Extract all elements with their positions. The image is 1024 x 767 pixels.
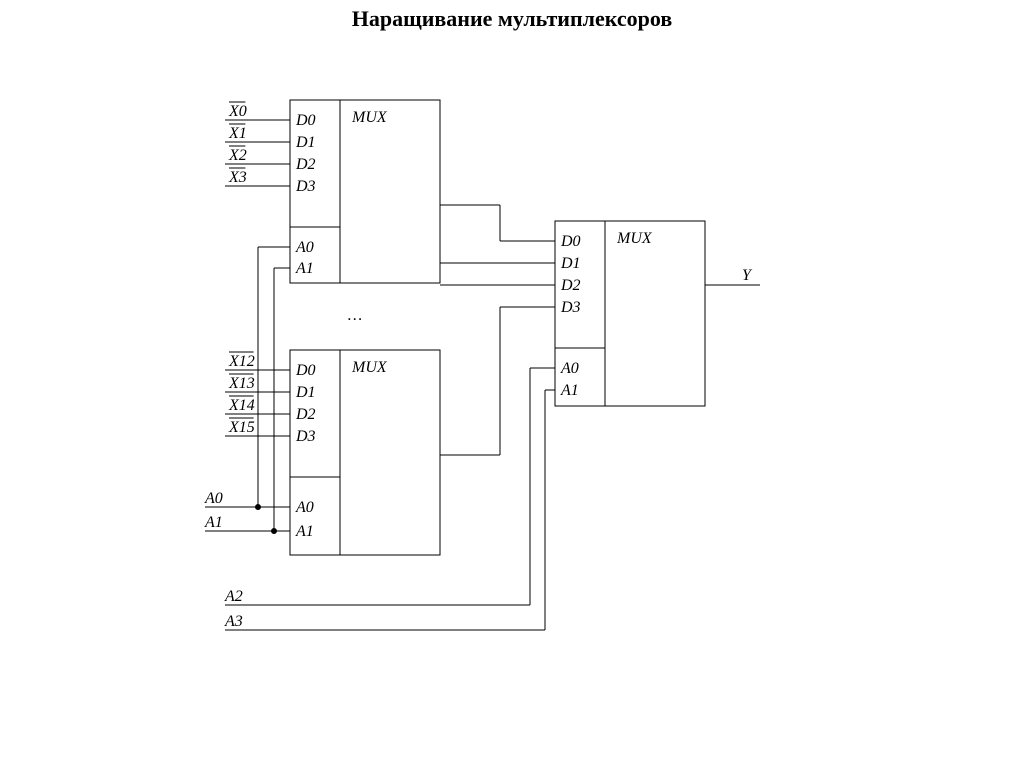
svg-text:D0: D0 [560, 233, 581, 250]
mux3-label: MUX [616, 230, 653, 247]
svg-text:D2: D2 [295, 406, 316, 423]
svg-text:A1: A1 [560, 382, 579, 399]
mux2-label: MUX [351, 359, 388, 376]
svg-text:A0: A0 [560, 360, 579, 377]
svg-text:X14: X14 [228, 397, 255, 414]
svg-text:D1: D1 [295, 384, 316, 401]
svg-text:D3: D3 [295, 428, 316, 445]
svg-text:D3: D3 [560, 299, 581, 316]
svg-text:D3: D3 [295, 178, 316, 195]
svg-text:D2: D2 [560, 277, 581, 294]
svg-text:A3: A3 [224, 613, 243, 630]
svg-text:D0: D0 [295, 362, 316, 379]
svg-text:X2: X2 [228, 147, 247, 164]
svg-text:A1: A1 [204, 514, 223, 531]
mux1-label: MUX [351, 109, 388, 126]
svg-text:D0: D0 [295, 112, 316, 129]
svg-text:X15: X15 [228, 419, 255, 436]
ellipsis: … [348, 307, 362, 324]
svg-text:D1: D1 [560, 255, 581, 272]
output-y-label: Y [742, 267, 753, 284]
svg-text:A0: A0 [295, 499, 314, 516]
svg-text:A1: A1 [295, 260, 314, 277]
svg-text:X3: X3 [228, 169, 247, 186]
svg-text:X12: X12 [228, 353, 255, 370]
svg-text:D2: D2 [295, 156, 316, 173]
circuit-diagram: MUX D0 X0 D1 X1 D2 X2 D3 X3 A0 A1 MUX D0 X12 D1 X13 D2 X1… [0, 0, 1024, 767]
svg-text:A0: A0 [204, 490, 223, 507]
svg-text:X1: X1 [228, 125, 247, 142]
svg-text:X13: X13 [228, 375, 255, 392]
svg-text:A0: A0 [295, 239, 314, 256]
svg-text:X0: X0 [228, 103, 247, 120]
svg-text:D1: D1 [295, 134, 316, 151]
svg-text:A1: A1 [295, 523, 314, 540]
svg-text:A2: A2 [224, 588, 243, 605]
